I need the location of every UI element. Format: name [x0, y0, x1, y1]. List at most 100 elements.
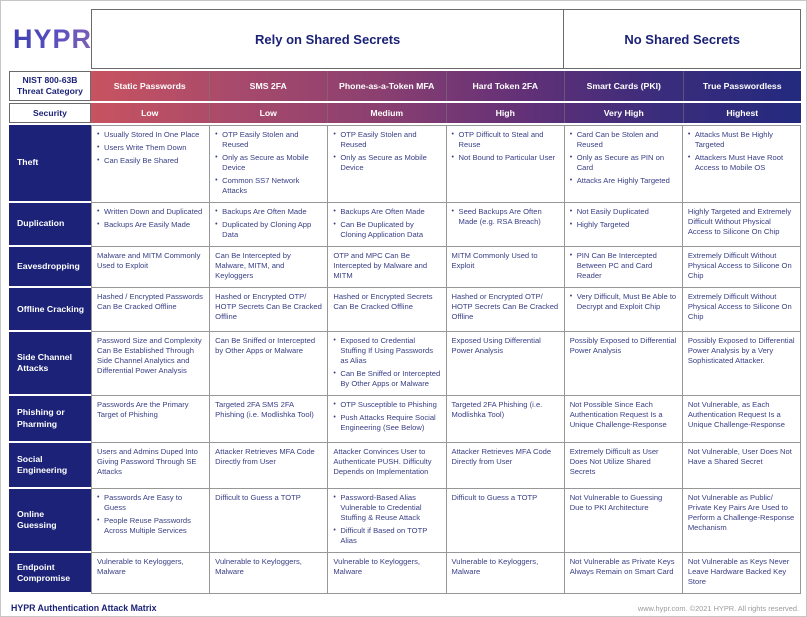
cell-text: Difficult to Guess a TOTP — [451, 493, 538, 503]
cell-text: Not Vulnerable, as Each Authentication R… — [687, 400, 785, 430]
matrix-cell: Vulnerable to Keyloggers, Malware — [92, 553, 211, 595]
footer-copyright: www.hypr.com. ©2021 HYPR. All rights res… — [637, 603, 799, 613]
row-cells: Password Size and Complexity Can Be Esta… — [91, 332, 802, 397]
bullet-item: • Backups Are Often Made — [333, 207, 440, 217]
cell-text: Not Easily Duplicated — [576, 207, 649, 217]
row-cells: • Usually Stored In One Place • Users Write… — [91, 125, 802, 204]
cell-text: Malware and MITM Commonly Used to Exploi… — [97, 251, 201, 271]
cell-text: OTP Easily Stolen and Reused — [340, 130, 417, 150]
cell-text: Hashed or Encrypted OTP/ HOTP Secrets Ca… — [215, 292, 322, 322]
matrix-cell: Extremely Difficult Without Physical Acc… — [682, 247, 802, 289]
cell-text: Hashed or Encrypted OTP/ HOTP Secrets Ca… — [451, 292, 559, 322]
column-header-4: Smart Cards (PKI) — [564, 71, 683, 101]
table-row: Phishing or Pharming Passwords Are the Pr… — [9, 396, 802, 444]
cell-text: OTP and MPC Can Be Intercepted by Malwar… — [333, 251, 428, 281]
cell-text: Attacks Must Be Highly Targeted — [694, 130, 773, 150]
row-cells: • Written Down and Duplicated • Backups Are… — [91, 203, 802, 248]
cell-text: Extremely Difficult Without Physical Acc… — [687, 292, 792, 322]
bullet-icon: • — [333, 208, 336, 216]
matrix-cell: • Usually Stored In One Place • Users Write… — [92, 126, 211, 204]
bullet-item: • OTP Difficult to Steal and Reuse — [452, 130, 559, 150]
cell-text: Not Vulnerable, User Does Not Have a Sha… — [687, 447, 792, 467]
security-level-1: Low — [208, 103, 328, 123]
cell-text: Exposed Using Differential Power Analysi… — [451, 336, 541, 356]
matrix-cell: Highly Targeted and Extremely Difficult … — [682, 203, 802, 248]
matrix-cell: Vulnerable to Keyloggers, Malware — [328, 553, 447, 595]
matrix-cell: Not Vulnerable to Guessing Due to PKI Ar… — [564, 489, 683, 554]
column-header-1: SMS 2FA — [208, 71, 328, 101]
table-row: Online Guessing • Passwords Are Easy to Gu… — [9, 489, 802, 554]
bullet-item: • Not Bound to Particular User — [452, 153, 559, 163]
matrix-cell: Hashed or Encrypted OTP/ HOTP Secrets Ca… — [210, 288, 329, 333]
table-row: Duplication • Written Down and Duplicated •… — [9, 203, 802, 248]
cell-text: Card Can be Stolen and Reused — [576, 130, 659, 150]
matrix-cell: Difficult to Guess a TOTP — [210, 489, 329, 554]
matrix-cell: Extremely Difficult Without Physical Acc… — [682, 288, 802, 333]
cell-text: Only as Secure as Mobile Device — [340, 153, 427, 173]
column-header-0: Static Passwords — [113, 80, 186, 91]
security-level-3: High — [445, 103, 565, 123]
cell-text: Can Be Sniffed or Intercepted by Other A… — [215, 336, 316, 356]
matrix-cell: Difficult to Guess a TOTP — [446, 489, 565, 554]
footer-title: HYPR Authentication Attack Matrix — [11, 603, 157, 614]
matrix-cell: Hashed / Encrypted Passwords Can Be Crac… — [92, 288, 211, 333]
threat-category-corner: NIST 800-63B Threat Category — [9, 71, 91, 101]
bullet-icon: • — [451, 154, 454, 162]
cell-text: Attacker Convinces User to Authenticate … — [333, 447, 432, 477]
group-headers: Rely on Shared Secrets No Shared Secrets — [91, 9, 801, 69]
cell-text: Not Bound to Particular User — [458, 153, 556, 163]
column-header-band: NIST 800-63B Threat Category Static Pass… — [9, 71, 801, 101]
cell-text: Written Down and Duplicated — [104, 207, 203, 217]
cell-text: Possibly Exposed to Differential Power A… — [569, 336, 677, 356]
bullet-item: • Written Down and Duplicated — [97, 207, 204, 217]
cell-text: Not Vulnerable as Keys Never Leave Hardw… — [687, 557, 790, 587]
security-level-4: Very High — [564, 103, 683, 123]
cell-text: Attacks Are Highly Targeted — [576, 176, 670, 186]
bullet-item: • Attacks Are Highly Targeted — [570, 176, 677, 186]
hypr-logo: HYPR — [9, 24, 92, 55]
bullet-item: • OTP Easily Stolen and Reused — [333, 130, 440, 150]
bullet-icon: • — [97, 494, 100, 502]
matrix-cell: Vulnerable to Keyloggers, Malware — [446, 553, 565, 595]
cell-text: Push Attacks Require Social Engineering … — [340, 413, 436, 433]
row-label: Phishing or Pharming — [9, 396, 91, 444]
cell-text: MITM Commonly Used to Exploit — [451, 251, 538, 271]
cell-text: Very Difficult, Must Be Able to Decrypt … — [576, 292, 677, 312]
matrix-cell: Not Possible Since Each Authentication R… — [564, 396, 683, 444]
matrix-cell: Not Vulnerable as Keys Never Leave Hardw… — [682, 553, 802, 595]
cell-text: Vulnerable to Keyloggers, Malware — [333, 557, 421, 577]
cell-text: Not Vulnerable as Public/ Private Key Pa… — [687, 493, 795, 533]
matrix-cell: • Passwords Are Easy to Guess • People Reus… — [92, 489, 211, 554]
row-label: Side Channel Attacks — [9, 332, 91, 397]
cell-text: Attacker Retrieves MFA Code Directly fro… — [215, 447, 315, 467]
cell-text: Can Be Intercepted by Malware, MITM, and… — [215, 251, 291, 281]
row-cells: Vulnerable to Keyloggers, Malware Vulnera… — [91, 553, 802, 595]
security-band: Security Low Low Medium High Very High Highes… — [9, 103, 801, 123]
group-header-0: Rely on Shared Secrets — [255, 31, 401, 47]
row-label: Endpoint Compromise — [9, 553, 91, 595]
table-row: Social Engineering Users and Admins Duped… — [9, 443, 802, 490]
bullet-icon: • — [569, 131, 573, 138]
cell-text: OTP Susceptible to Phishing — [340, 400, 437, 410]
bullet-icon: • — [97, 221, 100, 229]
bullet-item: • Can Easily Be Shared — [97, 156, 204, 166]
cell-text: Highly Targeted and Extremely Difficult … — [687, 207, 792, 237]
bullet-item: • Attackers Must Have Root Access to Mobi… — [688, 153, 795, 173]
matrix-cell: OTP and MPC Can Be Intercepted by Malwar… — [328, 247, 447, 289]
matrix-cell: Can Be Sniffed or Intercepted by Other A… — [210, 332, 329, 397]
bullet-item: • Backups Are Often Made — [215, 207, 322, 217]
bullet-icon: • — [451, 131, 454, 138]
bullet-item: • Usually Stored In One Place — [97, 130, 204, 140]
bullet-item: • Difficult if Based on TOTP Alias — [333, 526, 440, 546]
matrix-cell: • Seed Backups Are Often Made (e.g. RSA B… — [446, 203, 565, 248]
bullet-icon: • — [569, 208, 573, 216]
matrix-cell: • PIN Can Be Intercepted Between PC and C… — [564, 247, 683, 289]
cell-text: Hashed or Encrypted Secrets Can Be Crack… — [333, 292, 433, 312]
bullet-icon: • — [97, 131, 100, 138]
column-header-5: True Passwordless — [682, 71, 802, 101]
bullet-icon: • — [333, 221, 336, 229]
bullet-icon: • — [569, 177, 573, 185]
cell-text: Backups Are Often Made — [222, 207, 307, 217]
cell-text: Backups Are Easily Made — [104, 220, 191, 230]
matrix-cell: Not Vulnerable as Private Keys Always Re… — [564, 553, 683, 595]
